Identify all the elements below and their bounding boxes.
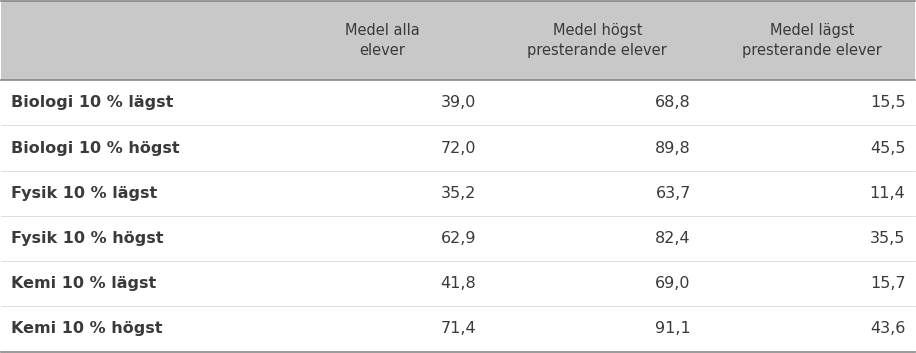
Text: 68,8: 68,8 [655, 95, 691, 110]
Text: 91,1: 91,1 [655, 322, 691, 336]
Text: 41,8: 41,8 [441, 276, 476, 291]
Bar [2, 170, 914, 216]
Text: 43,6: 43,6 [870, 322, 906, 336]
Text: Medel alla
elever: Medel alla elever [345, 23, 420, 58]
Bar [2, 80, 914, 125]
Bar [2, 306, 914, 352]
Text: 45,5: 45,5 [870, 140, 906, 156]
Text: 82,4: 82,4 [655, 231, 691, 246]
Text: Fysik 10 % högst: Fysik 10 % högst [10, 231, 163, 246]
Bar [2, 216, 914, 261]
Text: 89,8: 89,8 [655, 140, 691, 156]
Bar [2, 261, 914, 306]
Text: Kemi 10 % högst: Kemi 10 % högst [10, 322, 162, 336]
Text: 15,7: 15,7 [870, 276, 906, 291]
Text: Biologi 10 % högst: Biologi 10 % högst [10, 140, 180, 156]
Text: 63,7: 63,7 [656, 186, 691, 201]
Text: 72,0: 72,0 [441, 140, 476, 156]
Text: Biologi 10 % lägst: Biologi 10 % lägst [10, 95, 173, 110]
Bar [2, 1, 914, 80]
Bar [2, 125, 914, 170]
Text: 69,0: 69,0 [655, 276, 691, 291]
Text: 39,0: 39,0 [441, 95, 476, 110]
Text: 35,5: 35,5 [870, 231, 906, 246]
Text: Medel högst
presterande elever: Medel högst presterande elever [528, 23, 667, 58]
Text: 71,4: 71,4 [441, 322, 476, 336]
Text: 11,4: 11,4 [869, 186, 906, 201]
Text: Kemi 10 % lägst: Kemi 10 % lägst [10, 276, 156, 291]
Text: Medel lägst
presterande elever: Medel lägst presterande elever [742, 23, 882, 58]
Text: Fysik 10 % lägst: Fysik 10 % lägst [10, 186, 157, 201]
Text: 62,9: 62,9 [441, 231, 476, 246]
Text: 35,2: 35,2 [441, 186, 476, 201]
Text: 15,5: 15,5 [870, 95, 906, 110]
